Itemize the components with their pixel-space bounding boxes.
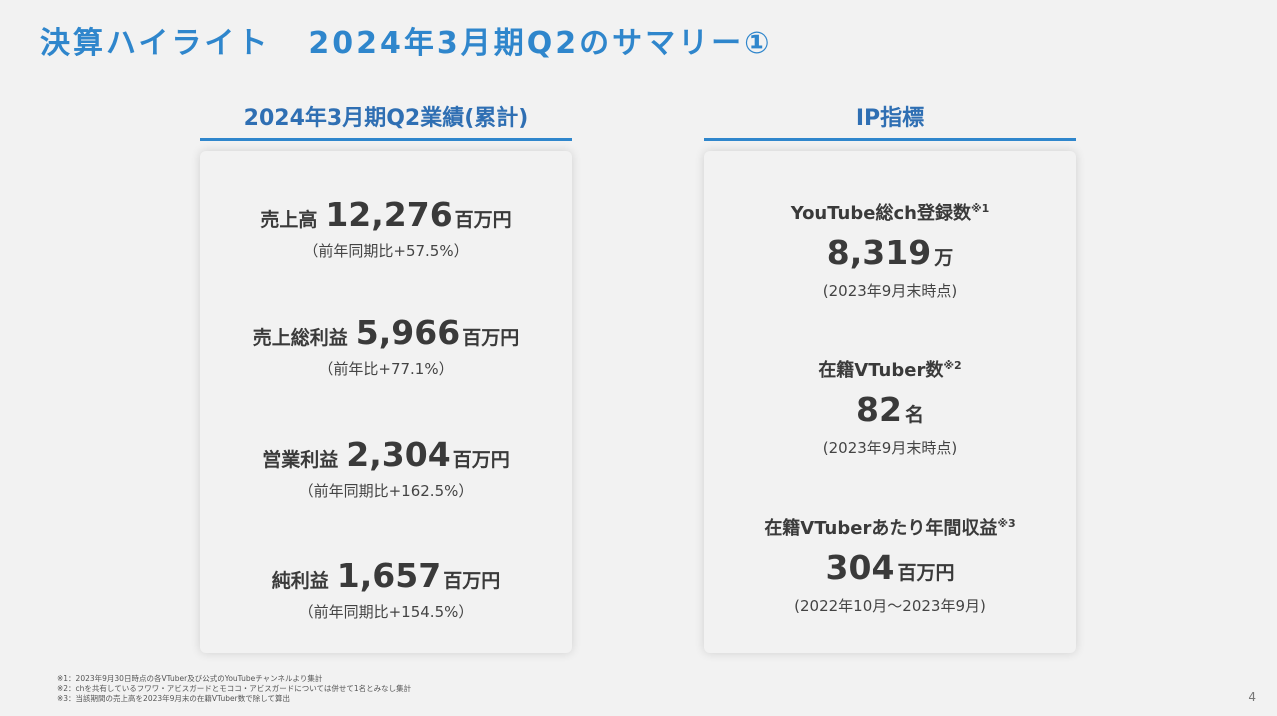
metric-change: （前年同期比+154.5%）	[298, 603, 474, 621]
page-title: 決算ハイライト 2024年3月期Q2のサマリー①	[40, 18, 773, 62]
ip-value: 8,319	[826, 233, 932, 272]
ip-revenue-per-vtuber: 在籍VTuberあたり年間収益※3 304 百万円 (2022年10月～2023年…	[704, 514, 1076, 616]
ip-note: ※2	[943, 359, 962, 372]
metric-change: （前年同期比+57.5%）	[303, 242, 469, 260]
metric-value: 12,276	[325, 195, 453, 234]
metric-value: 1,657	[336, 556, 442, 595]
ip-youtube-subscribers: YouTube総ch登録数※1 8,319 万 (2023年9月末時点)	[704, 199, 1076, 301]
metric-value: 2,304	[346, 435, 451, 474]
metric-unit: 百万円	[462, 327, 520, 349]
ip-note: ※1	[970, 202, 990, 215]
metric-net-profit: 純利益 1,657 百万円 （前年同期比+154.5%）	[200, 556, 572, 622]
metric-change: （前年比+77.1%）	[318, 360, 454, 378]
ip-unit: 万	[934, 247, 954, 269]
ip-card: YouTube総ch登録数※1 8,319 万 (2023年9月末時点) 在籍VT…	[704, 151, 1076, 653]
metric-label: 売上高	[260, 209, 318, 231]
ip-period: (2023年9月末時点)	[822, 439, 958, 457]
ip-section: IP指標 YouTube総ch登録数※1 8,319 万 (2023年9月末時点)…	[704, 100, 1076, 653]
metric-gross-profit: 売上総利益 5,966 百万円 （前年比+77.1%）	[200, 313, 572, 379]
page-title-main: 決算ハイライト	[40, 26, 271, 61]
footnote: ※3：当該期間の売上高を2023年9月末の在籍VTuber数で除して算出	[57, 694, 290, 703]
metric-unit: 百万円	[443, 570, 501, 592]
ip-title: YouTube総ch登録数	[790, 203, 971, 224]
ip-period: (2022年10月～2023年9月)	[794, 597, 986, 615]
results-header: 2024年3月期Q2業績(累計)	[200, 100, 572, 141]
ip-title: 在籍VTuberあたり年間収益	[764, 518, 998, 539]
ip-period: (2023年9月末時点)	[822, 282, 958, 300]
metric-unit: 百万円	[454, 209, 512, 231]
ip-unit: 百万円	[897, 562, 955, 584]
results-section: 2024年3月期Q2業績(累計) 売上高 12,276 百万円 （前年同期比+57.…	[200, 100, 572, 653]
ip-value: 304	[825, 548, 895, 587]
footnote: ※1：2023年9月30日時点の各VTuber及び公式のYouTubeチャンネル…	[57, 674, 323, 683]
metric-label: 売上総利益	[252, 327, 348, 349]
page-title-sub: 2024年3月期Q2のサマリー①	[308, 26, 773, 61]
metric-value: 5,966	[355, 313, 461, 352]
page-number: 4	[1248, 690, 1256, 704]
metric-operating-profit: 営業利益 2,304 百万円 （前年同期比+162.5%）	[200, 435, 572, 501]
ip-unit: 名	[904, 404, 924, 426]
ip-title: 在籍VTuber数	[818, 360, 944, 381]
footnote: ※2：chを共有しているフワワ・アビスガードとモココ・アビスガードについては併せ…	[57, 684, 412, 693]
footnotes: ※1：2023年9月30日時点の各VTuber及び公式のYouTubeチャンネル…	[57, 674, 411, 704]
ip-value: 82	[856, 390, 902, 429]
metric-label: 営業利益	[262, 449, 339, 471]
results-card: 売上高 12,276 百万円 （前年同期比+57.5%） 売上総利益 5,966 百万円…	[200, 151, 572, 653]
metric-revenue: 売上高 12,276 百万円 （前年同期比+57.5%）	[200, 195, 572, 261]
ip-header: IP指標	[704, 100, 1076, 141]
ip-vtuber-count: 在籍VTuber数※2 82 名 (2023年9月末時点)	[704, 356, 1076, 458]
metric-unit: 百万円	[452, 449, 510, 471]
ip-note: ※3	[997, 517, 1016, 530]
metric-label: 純利益	[271, 570, 329, 592]
metric-change: （前年同期比+162.5%）	[298, 482, 474, 500]
